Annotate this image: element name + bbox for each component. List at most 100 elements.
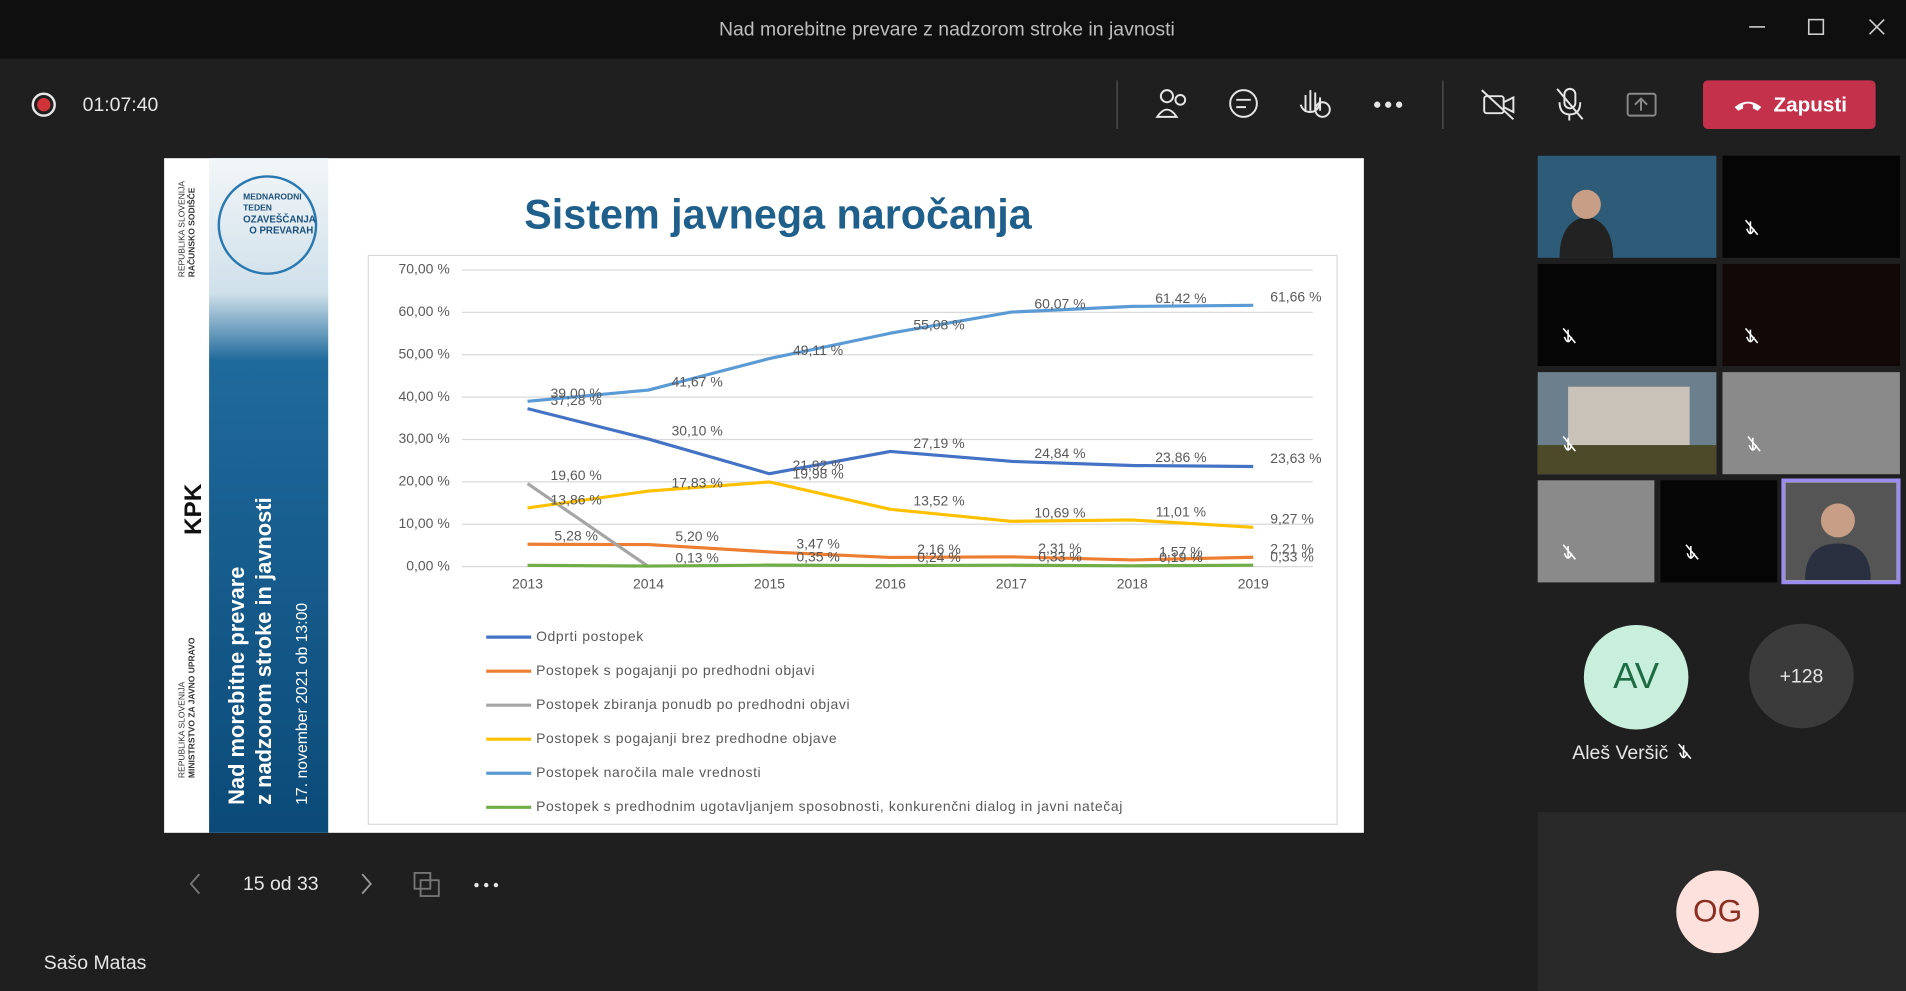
series-line — [527, 480, 1254, 529]
data-label: 19,98 % — [792, 465, 843, 481]
window-controls[interactable] — [1749, 18, 1885, 35]
x-tick-label: 2015 — [754, 576, 785, 592]
event-name: MEDNARODNI TEDEN OZAVEŠČANJA O PREVARAH — [243, 191, 316, 236]
org-label: REPUBLIKA SLOVENIJA — [177, 681, 187, 778]
toolbar — [0, 58, 1906, 151]
recording-icon — [31, 92, 56, 117]
tile[interactable] — [1722, 155, 1900, 258]
toolbar-icons[interactable] — [1155, 89, 1403, 118]
y-tick-label: 70,00 % — [398, 261, 449, 277]
legend-label: Postopek s pogajanji po predhodni objavi — [536, 662, 815, 678]
data-label: 23,86 % — [1155, 449, 1206, 465]
data-label: 0,13 % — [675, 549, 719, 565]
legend-label: Postopek s pogajanji brez predhodne obja… — [536, 730, 837, 746]
data-label: 0,33 % — [1038, 549, 1082, 565]
title-bar — [0, 0, 1906, 59]
data-label: 10,69 % — [1034, 505, 1085, 521]
video-tiles — [1537, 155, 1901, 585]
logos: REPUBLIKA SLOVENIJA RAČUNSKO SODIŠČE KPK… — [177, 181, 207, 779]
data-label: 21,92 % — [792, 457, 843, 473]
data-label: 0,33 % — [1270, 549, 1313, 565]
chart-title: Sistem javnega naročanja — [524, 192, 1032, 238]
timer: 01:07:40 — [83, 94, 159, 116]
avatar[interactable] — [1583, 624, 1689, 730]
event-line: OZAVEŠČANJA — [243, 214, 316, 226]
series-line — [527, 407, 1254, 476]
more-options[interactable] — [474, 882, 499, 888]
data-label: 0,35 % — [796, 549, 840, 565]
tile[interactable] — [1660, 480, 1778, 583]
series-line — [527, 563, 1254, 568]
more-count: +128 — [1780, 665, 1824, 687]
data-label: 17,83 % — [671, 474, 722, 490]
x-tick-label: 2016 — [875, 576, 906, 592]
data-label: 60,07 % — [1034, 295, 1085, 311]
person-head — [1571, 189, 1601, 219]
data-label: 55,08 % — [913, 317, 964, 333]
slide-sidebar — [209, 158, 329, 833]
data-label: 5,28 % — [554, 528, 598, 544]
series-line — [527, 542, 1254, 562]
y-tick-label: 0,00 % — [406, 557, 450, 573]
media-icons[interactable] — [1481, 87, 1657, 121]
legend-label: Postopek naročila male vrednosti — [536, 764, 761, 780]
data-label: 19,60 % — [551, 467, 602, 483]
headline-line: Nad morebitne prevare — [224, 567, 249, 805]
data-label: 41,67 % — [671, 373, 722, 389]
data-label: 3,47 % — [796, 535, 840, 551]
leave-button[interactable] — [1703, 80, 1876, 130]
series-line — [526, 482, 650, 568]
data-label: 61,66 % — [1270, 289, 1321, 305]
person — [1805, 543, 1871, 580]
page-indicator: 15 od 33 — [243, 873, 319, 895]
data-label: 5,20 % — [675, 528, 719, 544]
avatar[interactable] — [1676, 870, 1759, 954]
tile[interactable] — [1722, 263, 1900, 367]
data-label: 61,42 % — [1155, 290, 1206, 306]
x-tick-label: 2017 — [996, 576, 1027, 592]
data-label: 30,10 % — [671, 422, 722, 438]
tile[interactable] — [1537, 263, 1717, 367]
tile[interactable] — [1722, 372, 1900, 475]
y-tick-label: 50,00 % — [398, 345, 449, 361]
person — [1559, 216, 1614, 258]
event-line: TEDEN — [243, 202, 272, 212]
y-tick-label: 20,00 % — [398, 473, 449, 489]
headline-date: 17. november 2021 ob 13:00 — [294, 603, 311, 805]
data-label: 24,84 % — [1034, 445, 1085, 461]
event-logo — [217, 175, 318, 275]
data-label: 2,21 % — [1270, 541, 1313, 557]
chart-frame — [367, 254, 1338, 825]
person-head — [1820, 503, 1855, 538]
more-participants[interactable] — [1749, 623, 1854, 729]
data-label: 39,00 % — [551, 385, 602, 401]
data-label: 13,52 % — [913, 493, 964, 509]
avatar-initials: OG — [1693, 892, 1742, 928]
data-label: 0,19 % — [1159, 549, 1203, 565]
trees — [1537, 445, 1717, 475]
x-tick-label: 2018 — [1117, 576, 1148, 592]
x-tick-label: 2014 — [633, 576, 664, 592]
avatar-initials: AV — [1613, 655, 1660, 696]
slide-nav-icons[interactable] — [189, 872, 440, 897]
y-tick-label: 60,00 % — [398, 303, 449, 319]
slide-headline: Nad morebitne prevare z nadzorom stroke … — [224, 497, 311, 805]
y-tick-label: 30,00 % — [398, 430, 449, 446]
data-label: 1,57 % — [1159, 543, 1203, 559]
leave-label: Zapusti — [1774, 93, 1847, 116]
participant-name: Aleš Veršič — [1572, 742, 1668, 764]
org-label: RAČUNSKO SODIŠČE — [185, 187, 196, 277]
x-tick-label: 2019 — [1238, 576, 1269, 592]
tile[interactable] — [1537, 480, 1655, 583]
org-label: REPUBLIKA SLOVENIJA — [177, 181, 187, 278]
muted-icons — [1562, 219, 1761, 760]
window-title: Nad morebitne prevare z nadzorom stroke … — [719, 19, 1175, 41]
series-line — [527, 303, 1254, 403]
data-label: 13,86 % — [551, 491, 602, 507]
leave-icon — [1734, 101, 1762, 111]
kpk-logo: KPK — [180, 483, 207, 535]
legend-label: Odprti postopek — [536, 628, 644, 644]
x-tick-label: 2013 — [512, 576, 543, 592]
